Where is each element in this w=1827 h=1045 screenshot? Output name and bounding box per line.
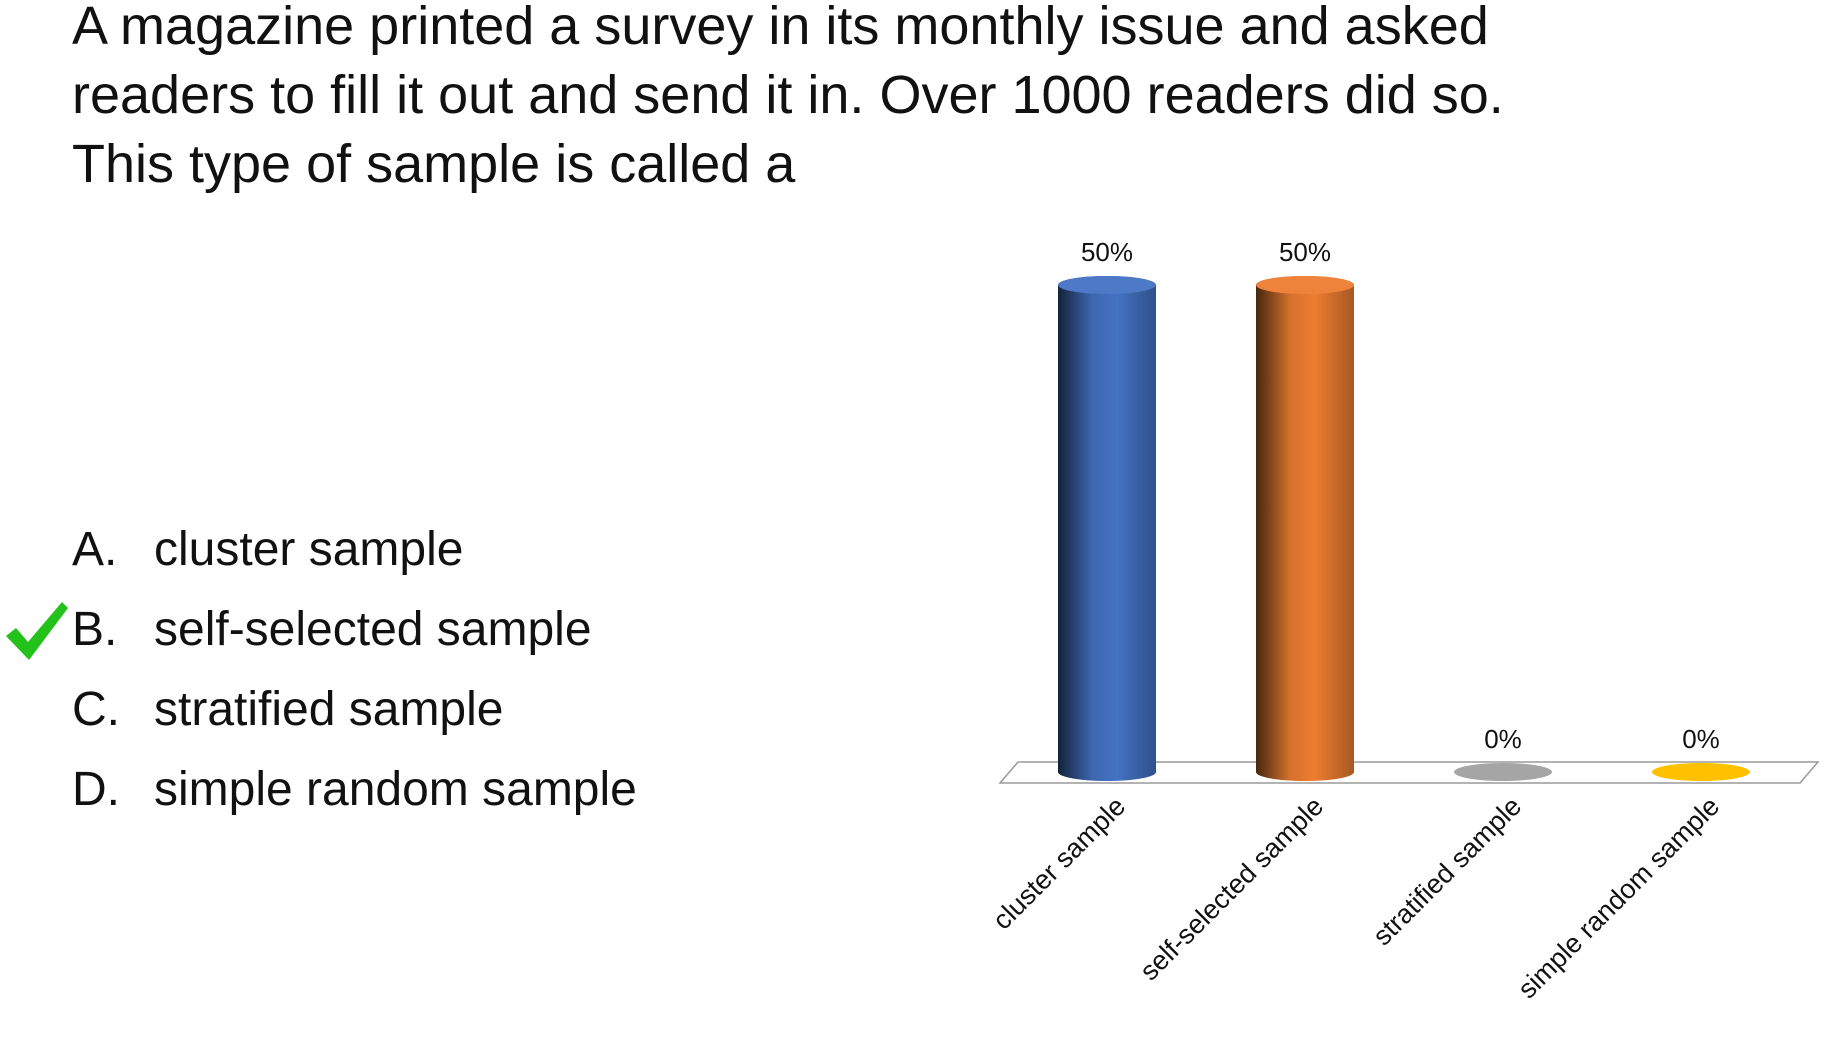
answer-text: stratified sample <box>154 683 504 736</box>
question-line: A magazine printed a survey in its month… <box>72 0 1489 56</box>
answer-letter: B. <box>72 603 118 656</box>
question-text: A magazine printed a survey in its month… <box>72 0 1652 199</box>
answer-option-b[interactable]: B. self-selected sample <box>6 590 637 670</box>
answer-list: A. cluster sample B. self-selected sampl… <box>6 510 637 830</box>
bar-value-label: 0% <box>1484 724 1522 754</box>
question-line: readers to fill it out and send it in. O… <box>72 65 1504 125</box>
answer-option-d[interactable]: D. simple random sample <box>72 750 637 830</box>
answer-letter: A. <box>72 523 118 576</box>
question-line: This type of sample is called a <box>72 134 796 194</box>
bar-2 <box>1454 763 1552 781</box>
bar-top-0 <box>1058 276 1156 294</box>
x-tick-label: simple random sample <box>1512 791 1725 1004</box>
answer-option-c[interactable]: C. stratified sample <box>72 670 637 750</box>
bar-value-label: 0% <box>1682 724 1720 754</box>
chart-floor <box>998 761 1820 784</box>
x-tick-label: stratified sample <box>1367 791 1527 951</box>
bar-0 <box>1058 276 1156 781</box>
bar-top-1 <box>1256 276 1354 294</box>
checkmark-icon <box>2 598 72 668</box>
x-tick-label: cluster sample <box>987 791 1131 935</box>
bar-1 <box>1256 276 1354 781</box>
answer-letter: D. <box>72 763 120 816</box>
bar-value-label: 50% <box>1279 237 1331 267</box>
answer-text: self-selected sample <box>154 603 592 656</box>
answer-letter: C. <box>72 683 120 736</box>
bar-3 <box>1652 763 1750 781</box>
answer-option-a[interactable]: A. cluster sample <box>72 510 637 590</box>
x-tick-label: self-selected sample <box>1134 791 1329 986</box>
answer-text: cluster sample <box>154 523 464 576</box>
bar-value-label: 50% <box>1081 237 1133 267</box>
answer-text: simple random sample <box>154 763 637 816</box>
